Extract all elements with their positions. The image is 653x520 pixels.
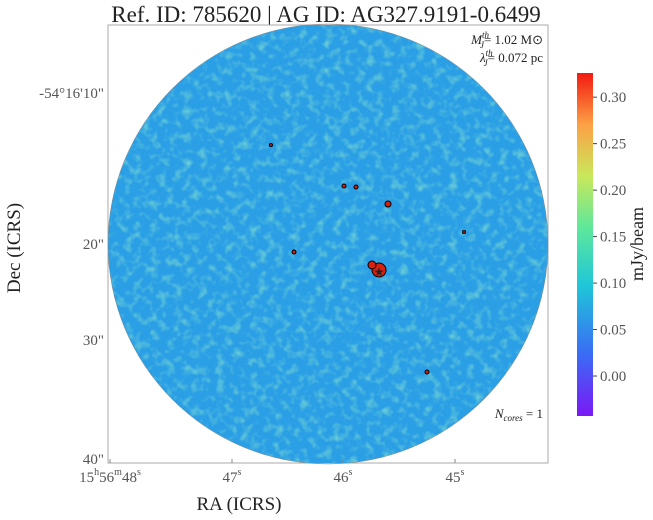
unit: s — [137, 467, 141, 478]
title: Ref. ID: 785620 | AG ID: AG327.9191-0.64… — [111, 2, 540, 27]
symbol: λ — [479, 50, 486, 65]
subscript: J — [480, 40, 485, 50]
unit: s — [349, 467, 353, 478]
y-tick-label: 40" — [83, 452, 104, 468]
number: 56 — [99, 470, 115, 486]
superscript: th — [482, 30, 490, 40]
x-tick-label: 46s — [334, 467, 353, 486]
unit: s — [238, 467, 242, 478]
annotation: λth J= 0.072 pc — [479, 48, 543, 68]
number: 46 — [334, 470, 350, 486]
colorbar-tick-label: 0.10 — [600, 276, 626, 292]
colorbar-tick-label: 0.20 — [600, 183, 626, 199]
annotation: Mth J= 1.02 M⊙ — [470, 30, 543, 50]
symbol: N — [494, 406, 505, 421]
x-tick-label: 45s — [446, 467, 465, 486]
unit: s — [461, 467, 465, 478]
y-axis-label: Dec (ICRS) — [4, 203, 25, 293]
unit: m — [114, 467, 122, 478]
colorbar-label: mJy/beam — [627, 207, 647, 281]
unit: h — [94, 467, 99, 478]
y-tick-label: 20" — [83, 237, 104, 253]
colorbar-tick-label: 0.05 — [600, 323, 626, 339]
value: = 1.02 M⊙ — [484, 32, 543, 47]
colorbar-tick-label: 0.00 — [600, 369, 626, 385]
colorbar — [577, 73, 593, 416]
x-tick-label: 15h56m48s — [79, 467, 141, 486]
map: ★ — [108, 25, 548, 463]
star-marker: ★ — [374, 265, 385, 279]
annotation: Ncores = 1 — [494, 406, 543, 423]
symbol: M — [470, 32, 483, 47]
colorbar-tick-label: 0.30 — [600, 90, 626, 106]
colorbar-tick-label: 0.25 — [600, 137, 626, 153]
number: 15 — [79, 470, 94, 486]
y-tick-label: -54°16'10" — [39, 86, 104, 102]
number: 45 — [446, 470, 461, 486]
footprint — [107, 23, 549, 465]
number: 48 — [122, 470, 137, 486]
subscript: J — [484, 58, 489, 68]
number: 47 — [223, 470, 239, 486]
value: = 1 — [523, 406, 543, 421]
subscript: cores — [503, 413, 523, 423]
value: = 0.072 pc — [488, 50, 544, 65]
y-tick-label: 30" — [83, 333, 104, 349]
superscript: th — [486, 48, 494, 58]
x-axis-label: RA (ICRS) — [197, 494, 282, 515]
x-tick-label: 47s — [223, 467, 242, 486]
colorbar-tick-label: 0.15 — [600, 230, 626, 246]
